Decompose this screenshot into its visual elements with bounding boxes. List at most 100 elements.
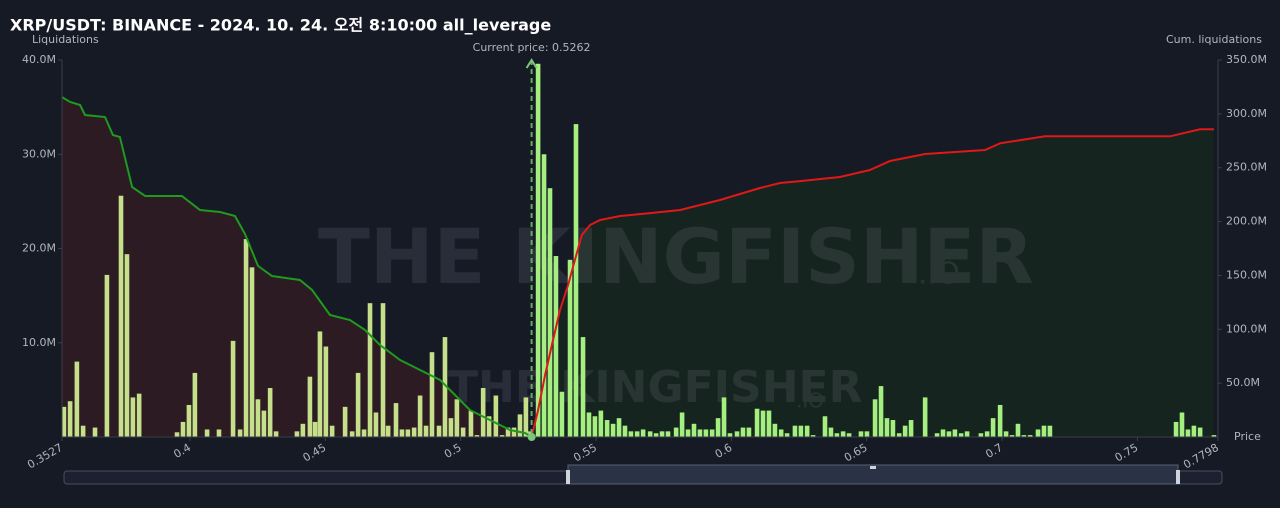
y-tick-label: 10.0M: [22, 336, 56, 349]
bar: [67, 401, 73, 437]
bar: [1047, 425, 1053, 437]
bar: [567, 259, 573, 437]
bar: [872, 399, 878, 437]
cum-line: [61, 96, 533, 438]
bar: [647, 431, 653, 437]
bar: [754, 408, 760, 437]
bar: [685, 429, 691, 437]
y-axis-label: Liquidations: [32, 33, 99, 46]
bar: [417, 395, 423, 437]
bar: [535, 63, 541, 438]
bar: [1191, 425, 1197, 437]
bar: [104, 274, 110, 437]
bar: [541, 154, 547, 437]
bar: [622, 425, 628, 437]
bar: [559, 391, 565, 437]
scrollbar[interactable]: [63, 464, 1223, 485]
bar: [136, 393, 142, 437]
watermark: THE KINGFISHER .IO THE KINGFISHER .IO: [318, 212, 1034, 413]
bar: [261, 410, 267, 437]
bar: [454, 399, 460, 437]
watermark-suffix-small: .IO: [796, 389, 824, 413]
bar: [411, 427, 417, 437]
bar: [192, 372, 198, 437]
bar: [342, 406, 348, 437]
bar: [964, 431, 970, 437]
bar: [978, 433, 984, 437]
bar: [1173, 421, 1179, 437]
bar: [697, 429, 703, 437]
y2-tick-label: 300.0M: [1226, 107, 1267, 120]
current-price-arrow: [525, 58, 538, 69]
bar: [118, 195, 124, 437]
bar: [255, 399, 261, 437]
y2-axis-label: Cum. liquidations: [1166, 33, 1262, 46]
scroll-grip[interactable]: [870, 466, 876, 469]
bar: [1179, 412, 1185, 437]
bar: [61, 406, 67, 437]
bar: [798, 425, 804, 437]
bar: [329, 425, 335, 437]
bar: [772, 423, 778, 437]
y-tick-label: 30.0M: [22, 147, 56, 160]
bar: [373, 412, 379, 437]
bar: [399, 429, 405, 437]
bar: [703, 429, 709, 437]
bar: [300, 423, 306, 437]
bar: [727, 433, 733, 437]
bar: [1211, 435, 1217, 437]
bar: [640, 429, 646, 437]
bar: [1035, 429, 1041, 437]
bar: [1197, 427, 1203, 437]
bar: [361, 429, 367, 437]
bar: [864, 431, 870, 437]
bar: [237, 429, 243, 437]
cum-area: [62, 97, 532, 437]
bar: [628, 431, 634, 437]
bar: [92, 427, 98, 437]
bar: [243, 239, 249, 437]
bar: [834, 433, 840, 437]
bar: [511, 427, 517, 437]
bar: [673, 427, 679, 437]
bar: [460, 427, 466, 437]
bar: [1003, 431, 1009, 437]
bar: [715, 418, 721, 437]
bar: [828, 427, 834, 437]
bar: [840, 431, 846, 437]
scroll-handle-left[interactable]: [566, 470, 570, 484]
bar: [890, 420, 896, 437]
bar: [760, 410, 766, 437]
bar: [940, 429, 946, 437]
bar: [74, 361, 80, 437]
bar: [990, 418, 996, 437]
bar: [878, 386, 884, 437]
bar: [393, 403, 399, 437]
y2-tick-label: 250.0M: [1226, 161, 1267, 174]
cum-line: [530, 128, 1214, 438]
bar: [896, 433, 902, 437]
bar: [934, 433, 940, 437]
bar: [659, 431, 665, 437]
bar: [468, 410, 474, 437]
y2-tick-label: 50.0M: [1226, 376, 1260, 389]
bar: [922, 397, 928, 437]
bar: [810, 435, 816, 437]
bar: [429, 352, 435, 437]
cum-area: [531, 129, 1214, 438]
bar: [778, 429, 784, 437]
bar: [586, 412, 592, 437]
bar: [405, 429, 411, 437]
bar: [1021, 435, 1027, 437]
bar: [480, 387, 486, 437]
y2-tick-label: 100.0M: [1226, 322, 1267, 335]
bar: [273, 431, 279, 437]
bar: [486, 416, 492, 437]
bar: [604, 420, 610, 437]
scroll-handle-right[interactable]: [1176, 470, 1180, 484]
y2-tick-label: 150.0M: [1226, 268, 1267, 281]
bar: [721, 397, 727, 437]
x-axis-label: Price: [1234, 430, 1261, 443]
bar: [499, 435, 505, 437]
